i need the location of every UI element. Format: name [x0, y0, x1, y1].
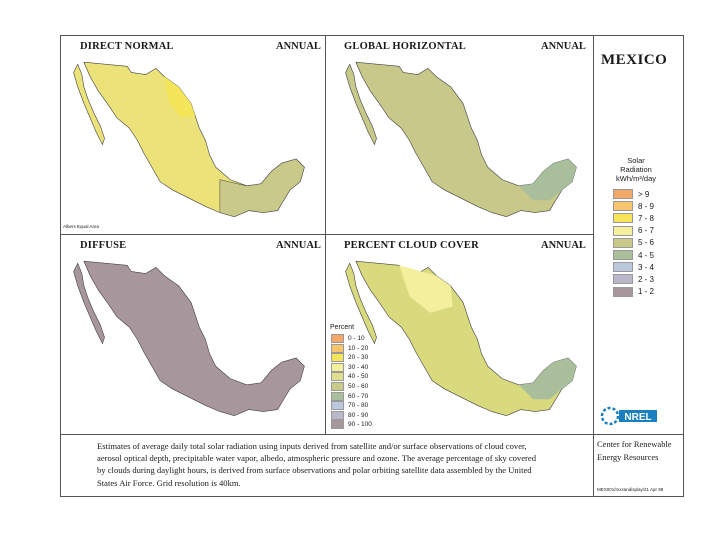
legend-label: 60 - 70 [348, 392, 369, 400]
legend-swatch [613, 262, 633, 273]
footer-id: MEX001/mxsandisplay/21 Apr 98 [597, 487, 664, 492]
legend-swatch [331, 362, 344, 372]
solar-legend-title-line3: kWh/m²/day [615, 174, 656, 183]
logo-text: NREL [624, 412, 651, 423]
solar-legend-item: 6 - 7 [613, 225, 655, 236]
legend-label: 10 - 20 [348, 344, 369, 352]
divider-center [325, 35, 326, 435]
solar-legend-item: 1 - 2 [613, 286, 655, 297]
divider-right [593, 35, 594, 497]
legend-swatch [331, 382, 344, 391]
legend-label: 50 - 60 [348, 383, 369, 390]
panel-period-diffuse: ANNUAL [276, 240, 321, 251]
cloud-legend-item: 30 - 40 [331, 362, 369, 372]
cloud-legend-item: 80 - 90 [331, 410, 369, 420]
legend-label: 5 - 6 [638, 238, 655, 248]
legend-label: 70 - 80 [348, 402, 369, 410]
cloud-legend-item: 40 - 50 [331, 372, 369, 382]
legend-swatch [331, 334, 344, 343]
legend-swatch [613, 274, 633, 285]
legend-label: 40 - 50 [348, 373, 369, 381]
legend-swatch [613, 225, 633, 236]
cloud-legend-item: 20 - 30 [331, 353, 369, 363]
map-global-horizontal [345, 61, 577, 218]
divider-middle [60, 234, 593, 235]
cloud-legend-item: 10 - 20 [331, 343, 369, 353]
legend-label: > 9 [638, 189, 650, 199]
cloud-legend-item: 70 - 80 [331, 401, 369, 411]
panel-title-cloud-cover: PERCENT CLOUD COVER [344, 240, 479, 251]
legend-label: 3 - 4 [638, 262, 655, 272]
org-line1: Center for Renewable [597, 439, 672, 449]
cloud-legend-item: 90 - 100 [331, 420, 372, 430]
legend-swatch [331, 353, 344, 363]
legend-label: 1 - 2 [638, 287, 655, 297]
legend-swatch [613, 201, 633, 212]
org-line2: Energy Resources [597, 452, 659, 462]
legend-swatch [331, 343, 344, 353]
cloud-legend-item: 0 - 10 [331, 334, 365, 343]
cloud-legend-title: Percent [330, 324, 355, 331]
legend-label: 30 - 40 [348, 363, 369, 371]
legend-swatch [331, 372, 344, 382]
legend-swatch [613, 286, 633, 297]
solar-legend-title-line1: Solar [627, 156, 645, 165]
map-cloud-cover [345, 260, 577, 417]
legend-swatch [331, 420, 344, 430]
legend-label: 80 - 90 [348, 411, 369, 419]
legend-label: 2 - 3 [638, 274, 655, 284]
panel-title-global-horizontal: GLOBAL HORIZONTAL [344, 41, 466, 52]
cloud-legend-item: 60 - 70 [331, 391, 369, 401]
legend-swatch [331, 410, 344, 420]
legend-swatch [613, 250, 633, 260]
country-title: MEXICO [601, 52, 668, 68]
panel-period-global-horizontal: ANNUAL [541, 41, 586, 52]
solar-legend-item: 3 - 4 [613, 262, 655, 273]
panel-period-cloud-cover: ANNUAL [541, 240, 586, 251]
nrel-logo-icon: NREL [600, 406, 657, 426]
legend-label: 20 - 30 [348, 354, 369, 362]
map-diffuse [73, 260, 305, 417]
legend-label: 8 - 9 [638, 201, 655, 211]
caption-text: Estimates of average daily total solar r… [97, 441, 537, 488]
solar-legend-item: > 9 [613, 189, 649, 199]
solar-legend-item: 7 - 8 [613, 213, 655, 224]
legend-swatch [613, 237, 633, 248]
panel-title-direct-normal: DIRECT NORMAL [80, 41, 174, 52]
map-direct-normal [73, 61, 305, 218]
legend-label: 90 - 100 [348, 421, 372, 429]
legend-label: 6 - 7 [638, 226, 655, 236]
legend-label: 7 - 8 [638, 213, 655, 223]
panel-title-diffuse: DIFFUSE [80, 240, 127, 251]
legend-swatch [613, 213, 633, 224]
divider-bottom [60, 434, 684, 435]
solar-legend-item: 5 - 6 [613, 237, 655, 248]
legend-swatch [331, 391, 344, 401]
projection-note: Albers Equal Area [63, 224, 100, 229]
legend-swatch [613, 189, 633, 199]
solar-legend-title: Solar Radiation kWh/m²/day [612, 156, 660, 183]
cloud-legend-item: 50 - 60 [331, 382, 368, 391]
org-name: Center for Renewable Energy Resources [597, 438, 672, 464]
solar-legend-title-line2: Radiation [620, 165, 652, 174]
solar-legend-item: 8 - 9 [613, 201, 655, 212]
legend-swatch [331, 401, 344, 411]
panel-period-direct-normal: ANNUAL [276, 41, 321, 52]
legend-label: 0 - 10 [348, 335, 365, 342]
solar-legend-item: 4 - 5 [613, 250, 654, 260]
legend-label: 4 - 5 [638, 250, 655, 260]
solar-legend-item: 2 - 3 [613, 274, 655, 285]
